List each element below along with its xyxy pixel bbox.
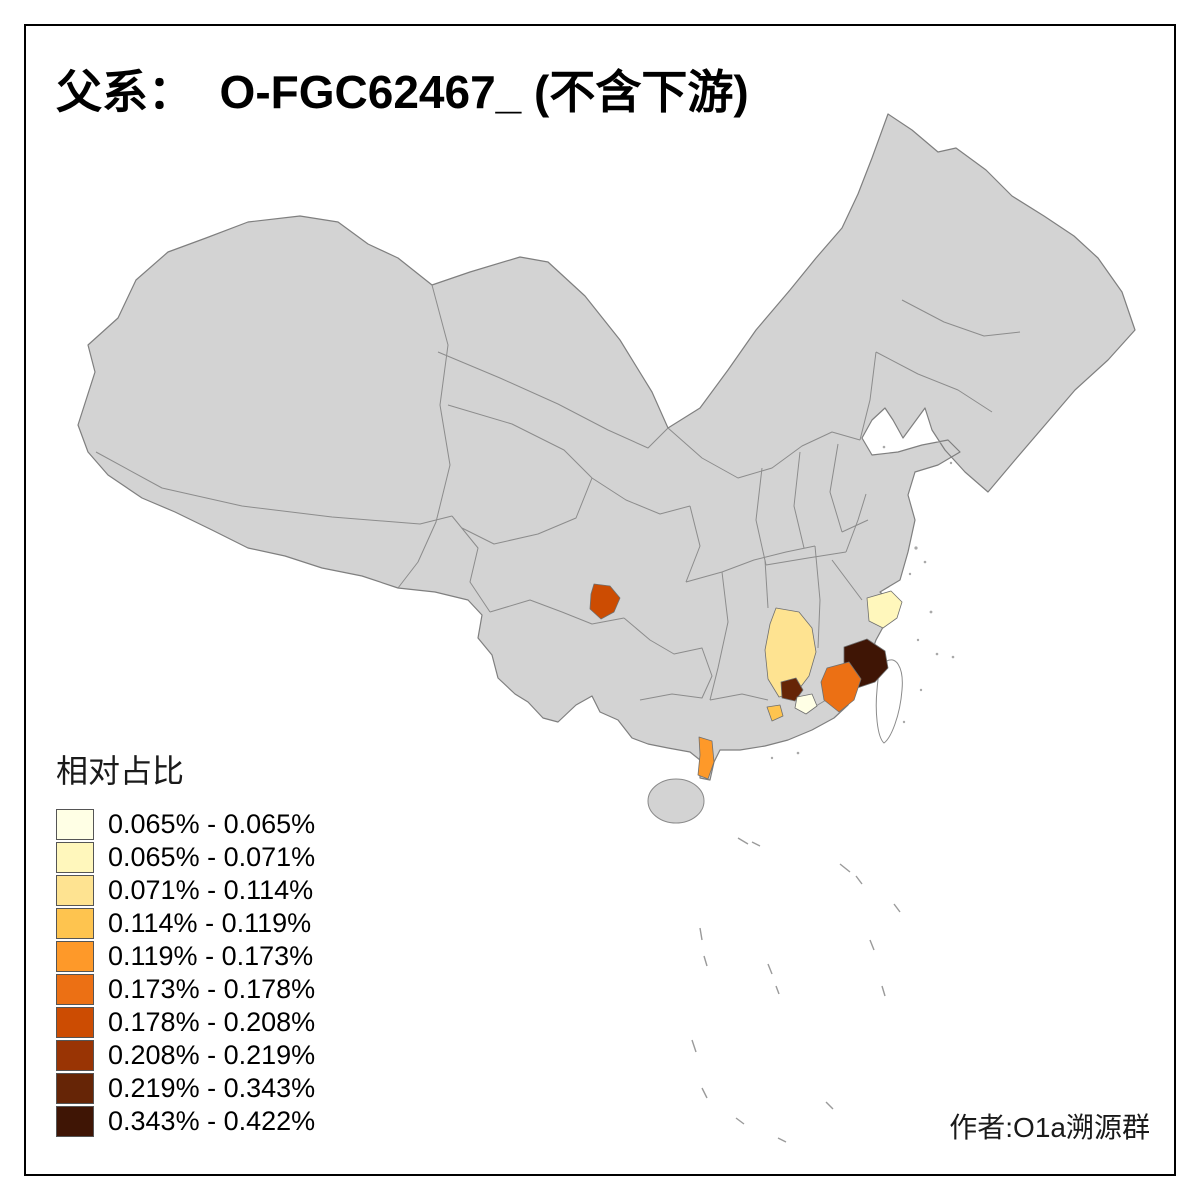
legend: 相对占比 0.065% - 0.065% 0.065% - 0.071% 0.071… bbox=[56, 746, 315, 1138]
island-dot bbox=[914, 546, 918, 550]
sea-mark bbox=[699, 927, 703, 941]
taiwan-island bbox=[875, 659, 903, 744]
legend-swatch bbox=[56, 941, 94, 972]
province-boundary-line bbox=[667, 427, 861, 479]
region-east-guangdong-dark bbox=[780, 677, 804, 702]
sea-mark bbox=[735, 1117, 745, 1125]
legend-label: 0.343% - 0.422% bbox=[108, 1106, 316, 1136]
legend-item: 0.219% - 0.343% bbox=[56, 1072, 315, 1105]
legend-swatch bbox=[56, 908, 94, 939]
legend-swatch bbox=[56, 1106, 94, 1137]
island-dot bbox=[935, 652, 939, 656]
island-dot bbox=[770, 756, 774, 760]
legend-label: 0.173% - 0.178% bbox=[108, 974, 316, 1004]
sea-mark bbox=[893, 903, 901, 913]
sea-mark bbox=[775, 985, 780, 995]
province-boundary-line bbox=[447, 404, 593, 479]
legend-label: 0.065% - 0.071% bbox=[108, 842, 316, 872]
region-zhejiang-coast bbox=[866, 590, 903, 629]
legend-swatch bbox=[56, 1040, 94, 1071]
province-boundary-line bbox=[451, 515, 491, 613]
legend-swatch bbox=[56, 842, 94, 873]
sea-mark bbox=[691, 1039, 697, 1053]
province-boundary-line bbox=[875, 351, 993, 413]
province-boundary-line bbox=[591, 477, 701, 583]
region-chongqing bbox=[589, 583, 621, 620]
region-south-fujian bbox=[820, 661, 862, 713]
sea-mark bbox=[751, 841, 761, 847]
legend-swatch bbox=[56, 974, 94, 1005]
island-dot bbox=[908, 572, 912, 576]
hainan-island bbox=[647, 778, 705, 824]
legend-label: 0.071% - 0.114% bbox=[108, 875, 314, 905]
legend-title: 相对占比 bbox=[56, 753, 185, 789]
sea-mark bbox=[839, 863, 851, 873]
sea-mark bbox=[881, 985, 886, 997]
legend-label: 0.219% - 0.343% bbox=[108, 1073, 316, 1103]
sea-mark bbox=[777, 1137, 787, 1143]
coastal-islands bbox=[770, 445, 955, 760]
legend-item: 0.178% - 0.208% bbox=[56, 1006, 315, 1039]
legend-swatch bbox=[56, 1073, 94, 1104]
legend-item: 0.343% - 0.422% bbox=[56, 1105, 315, 1138]
island-dot bbox=[902, 720, 906, 724]
sea-mark bbox=[767, 963, 773, 975]
legend-item: 0.208% - 0.219% bbox=[56, 1039, 315, 1072]
legend-item: 0.065% - 0.065% bbox=[56, 808, 315, 841]
province-boundary-line bbox=[461, 477, 593, 545]
legend-items: 0.065% - 0.065% 0.065% - 0.071% 0.071% - 0… bbox=[56, 808, 315, 1138]
province-boundary-line bbox=[901, 299, 1021, 337]
china-mainland bbox=[77, 113, 1136, 781]
province-boundary-line bbox=[685, 545, 816, 583]
legend-item: 0.071% - 0.114% bbox=[56, 874, 315, 907]
legend-swatch bbox=[56, 875, 94, 906]
island-dot bbox=[916, 638, 920, 642]
province-boundary-line bbox=[755, 443, 843, 566]
legend-item: 0.173% - 0.178% bbox=[56, 973, 315, 1006]
island-dot bbox=[882, 445, 886, 449]
province-boundary-line bbox=[489, 599, 625, 625]
legend-label: 0.178% - 0.208% bbox=[108, 1007, 316, 1037]
sea-mark bbox=[703, 955, 708, 967]
province-boundary-line bbox=[831, 493, 867, 601]
province-boundary-line bbox=[623, 617, 713, 701]
island-dot bbox=[949, 461, 953, 465]
legend-swatch bbox=[56, 809, 94, 840]
island-dot bbox=[919, 688, 923, 692]
legend-label: 0.114% - 0.119% bbox=[108, 908, 312, 938]
legend-item: 0.114% - 0.119% bbox=[56, 907, 315, 940]
region-east-guangdong-pale bbox=[794, 693, 818, 715]
south-china-sea-marks bbox=[691, 837, 901, 1143]
sea-mark bbox=[869, 939, 875, 951]
sea-mark bbox=[855, 875, 863, 885]
province-boundary-line bbox=[709, 545, 821, 701]
island-dot bbox=[923, 560, 927, 564]
legend-item: 0.119% - 0.173% bbox=[56, 940, 315, 973]
region-west-guangdong bbox=[766, 704, 784, 722]
province-boundary-line bbox=[765, 519, 869, 566]
province-boundary-line bbox=[437, 351, 669, 449]
author-credit: 作者:O1a溯源群 bbox=[949, 1112, 1150, 1143]
legend-item: 0.065% - 0.071% bbox=[56, 841, 315, 874]
legend-swatch bbox=[56, 1007, 94, 1038]
legend-label: 0.065% - 0.065% bbox=[108, 809, 316, 839]
figure-title: 父系： O-FGC62467_ (不含下游) bbox=[56, 66, 749, 118]
highlighted-regions bbox=[589, 583, 903, 780]
sea-mark bbox=[825, 1101, 834, 1110]
sea-mark bbox=[737, 837, 749, 845]
island-dot bbox=[796, 751, 800, 755]
province-boundary-line bbox=[859, 351, 877, 441]
island-dot bbox=[951, 655, 955, 659]
province-boundary-line bbox=[397, 284, 451, 589]
legend-label: 0.119% - 0.173% bbox=[108, 941, 314, 971]
island-dot bbox=[929, 610, 933, 614]
region-leizhou-peninsula bbox=[697, 736, 715, 780]
province-boundary-line bbox=[95, 451, 453, 525]
legend-label: 0.208% - 0.219% bbox=[108, 1040, 316, 1070]
province-boundaries bbox=[95, 284, 1021, 713]
sea-mark bbox=[701, 1087, 708, 1099]
